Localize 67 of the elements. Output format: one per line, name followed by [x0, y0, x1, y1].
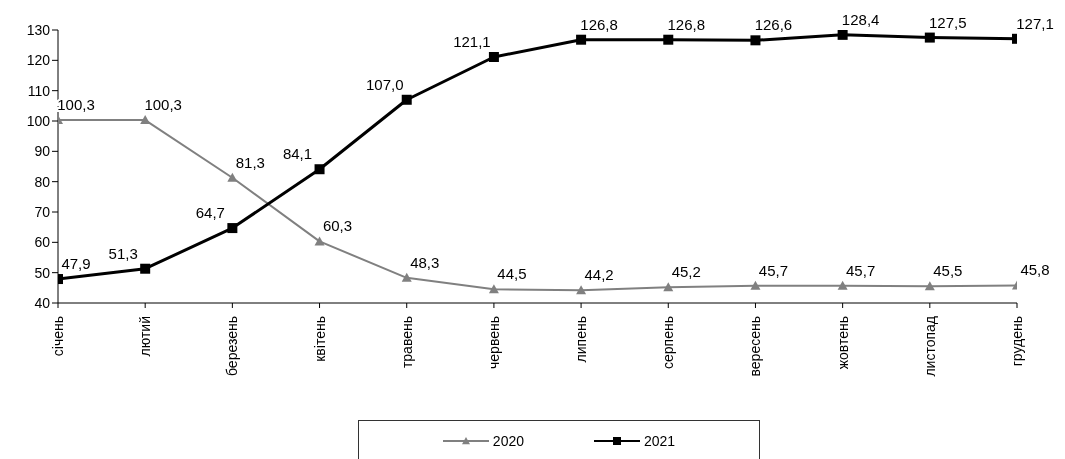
y-tick-label: 90 [34, 143, 51, 160]
point [924, 281, 935, 291]
point [924, 32, 935, 43]
data-label: 44,2 [584, 266, 614, 284]
x-tick-label: квітень [311, 316, 328, 362]
data-label: 44,5 [497, 265, 527, 283]
point [488, 284, 499, 294]
y-tick-label: 70 [34, 203, 51, 220]
point [401, 94, 412, 105]
data-label: 127,5 [929, 13, 967, 31]
data-label: 100,3 [57, 96, 95, 114]
y-tick-label: 100 [26, 112, 51, 129]
point [576, 285, 587, 295]
data-label: 121,1 [453, 33, 491, 50]
data-label: 45,7 [758, 261, 789, 279]
data-label: 127,1 [1016, 14, 1054, 32]
point [750, 35, 761, 46]
data-label: 45,7 [846, 261, 876, 279]
legend-label: 2020 [492, 433, 524, 449]
data-label: 126,6 [754, 16, 793, 34]
point [488, 52, 499, 62]
point [314, 236, 325, 246]
y-tick-label: 110 [27, 82, 51, 99]
point [140, 263, 151, 274]
y-tick-label: 120 [26, 52, 51, 69]
x-tick-label: жовтень [834, 316, 851, 370]
data-label: 64,7 [195, 204, 225, 222]
point [401, 272, 412, 282]
data-label: 45,5 [933, 262, 963, 280]
data-label: 126,8 [667, 15, 706, 33]
x-tick-label: лютий [137, 316, 154, 357]
point [663, 282, 674, 292]
data-label: 51,3 [108, 244, 138, 262]
data-label: 45,2 [671, 263, 701, 281]
data-label: 48,3 [410, 253, 440, 271]
x-tick-label: січень [50, 316, 66, 357]
point [227, 223, 238, 234]
y-tick-label: 40 [34, 294, 51, 311]
x-tick-label: листопад [921, 316, 938, 377]
data-label: 81,3 [235, 153, 265, 171]
x-tick-label: вересень [747, 316, 764, 377]
legend-label: 2021 [644, 433, 676, 449]
data-label: 100,3 [144, 96, 182, 114]
x-tick-label: травень [398, 316, 415, 369]
point [576, 34, 587, 45]
data-label: 107,0 [365, 75, 404, 93]
point [314, 164, 325, 175]
data-label: 60,3 [322, 217, 353, 235]
data-label: 126,8 [580, 15, 618, 33]
data-label: 47,9 [61, 255, 91, 273]
y-tick-label: 60 [34, 234, 51, 251]
point [663, 34, 674, 45]
y-tick-label: 130 [26, 21, 51, 38]
data-label: 84,1 [282, 145, 313, 163]
point [837, 280, 848, 290]
x-tick-label: липень [573, 316, 590, 363]
data-label: 45,8 [1020, 261, 1050, 279]
data-label: 128,4 [841, 10, 880, 28]
y-tick-label: 50 [34, 264, 51, 281]
point [227, 172, 238, 182]
x-tick-label: березень [224, 316, 241, 376]
x-tick-label: червень [485, 316, 502, 369]
x-tick-label: грудень [1009, 316, 1025, 367]
x-tick-label: серпень [660, 316, 677, 369]
point [750, 280, 761, 290]
y-tick-label: 80 [34, 173, 51, 190]
point [837, 30, 848, 40]
